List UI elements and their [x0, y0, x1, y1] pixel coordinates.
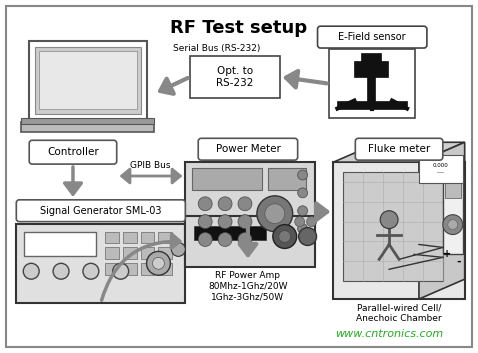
- Circle shape: [257, 196, 293, 232]
- Bar: [419, 155, 463, 183]
- Bar: [159, 232, 173, 244]
- Bar: [29, 41, 147, 122]
- Bar: [329, 49, 415, 119]
- Polygon shape: [334, 142, 465, 162]
- Bar: [16, 224, 185, 303]
- Bar: [24, 232, 96, 256]
- Circle shape: [279, 231, 291, 243]
- Bar: [22, 119, 154, 124]
- Circle shape: [218, 233, 232, 246]
- Bar: [443, 175, 463, 255]
- Circle shape: [298, 170, 308, 180]
- Bar: [268, 168, 305, 190]
- Circle shape: [218, 197, 232, 211]
- Bar: [190, 56, 280, 98]
- Text: -: -: [456, 256, 461, 266]
- Circle shape: [298, 206, 308, 216]
- Bar: [105, 232, 119, 244]
- Circle shape: [294, 217, 304, 227]
- Circle shape: [265, 204, 285, 224]
- Bar: [123, 247, 137, 259]
- Text: 0.000: 0.000: [433, 163, 449, 168]
- Bar: [159, 247, 173, 259]
- Bar: [123, 263, 137, 275]
- Bar: [141, 232, 154, 244]
- Circle shape: [443, 215, 463, 234]
- Bar: [361, 53, 381, 63]
- Circle shape: [380, 211, 398, 229]
- Text: GPIB Bus: GPIB Bus: [130, 161, 171, 170]
- Text: E-Field sensor: E-Field sensor: [338, 32, 406, 42]
- FancyBboxPatch shape: [29, 140, 117, 164]
- Bar: [159, 263, 173, 275]
- Circle shape: [273, 225, 297, 249]
- Text: ----: ----: [437, 170, 445, 175]
- Text: Signal Generator SML-03: Signal Generator SML-03: [40, 206, 162, 216]
- Circle shape: [299, 228, 316, 245]
- Circle shape: [238, 215, 252, 229]
- Bar: [445, 178, 461, 198]
- Bar: [123, 232, 137, 244]
- FancyBboxPatch shape: [317, 26, 427, 48]
- Bar: [185, 216, 315, 267]
- FancyBboxPatch shape: [198, 138, 298, 160]
- Text: Serial Bus (RS-232): Serial Bus (RS-232): [174, 43, 261, 53]
- Text: Opt. to
RS-232: Opt. to RS-232: [217, 66, 254, 88]
- Text: Power Meter: Power Meter: [216, 144, 281, 154]
- Circle shape: [53, 263, 69, 279]
- Text: RF Power Amp
80Mhz-1Ghz/20W
1Ghz-3Ghz/50W: RF Power Amp 80Mhz-1Ghz/20W 1Ghz-3Ghz/50…: [208, 271, 288, 301]
- Text: Fluke meter: Fluke meter: [368, 144, 430, 154]
- Bar: [39, 51, 137, 108]
- Circle shape: [218, 215, 232, 229]
- Text: +: +: [443, 249, 451, 259]
- Circle shape: [306, 217, 316, 227]
- Circle shape: [238, 233, 252, 246]
- Bar: [105, 263, 119, 275]
- Bar: [367, 73, 375, 103]
- Bar: [141, 247, 154, 259]
- Bar: [105, 247, 119, 259]
- Circle shape: [83, 263, 99, 279]
- Text: Controller: Controller: [47, 147, 99, 157]
- Bar: [192, 168, 262, 190]
- Bar: [35, 47, 141, 114]
- Circle shape: [298, 224, 308, 234]
- Circle shape: [238, 197, 252, 211]
- Circle shape: [198, 197, 212, 211]
- Circle shape: [172, 243, 185, 256]
- Bar: [141, 263, 154, 275]
- FancyBboxPatch shape: [16, 200, 185, 222]
- Bar: [185, 162, 315, 261]
- FancyBboxPatch shape: [355, 138, 443, 160]
- Text: Parallel-wired Cell/
Anechoic Chamber: Parallel-wired Cell/ Anechoic Chamber: [356, 304, 442, 323]
- Circle shape: [152, 257, 164, 269]
- Circle shape: [113, 263, 129, 279]
- Bar: [337, 101, 407, 108]
- Circle shape: [23, 263, 39, 279]
- Circle shape: [298, 188, 308, 198]
- Circle shape: [198, 215, 212, 229]
- Bar: [354, 61, 388, 77]
- Text: RF Test setup: RF Test setup: [171, 19, 307, 37]
- Circle shape: [147, 251, 170, 275]
- Circle shape: [448, 220, 458, 229]
- Bar: [334, 162, 465, 299]
- Polygon shape: [419, 142, 465, 299]
- Bar: [22, 122, 154, 132]
- Bar: [343, 172, 443, 281]
- Text: www.cntronics.com: www.cntronics.com: [335, 329, 443, 339]
- Bar: [194, 226, 266, 239]
- Circle shape: [198, 233, 212, 246]
